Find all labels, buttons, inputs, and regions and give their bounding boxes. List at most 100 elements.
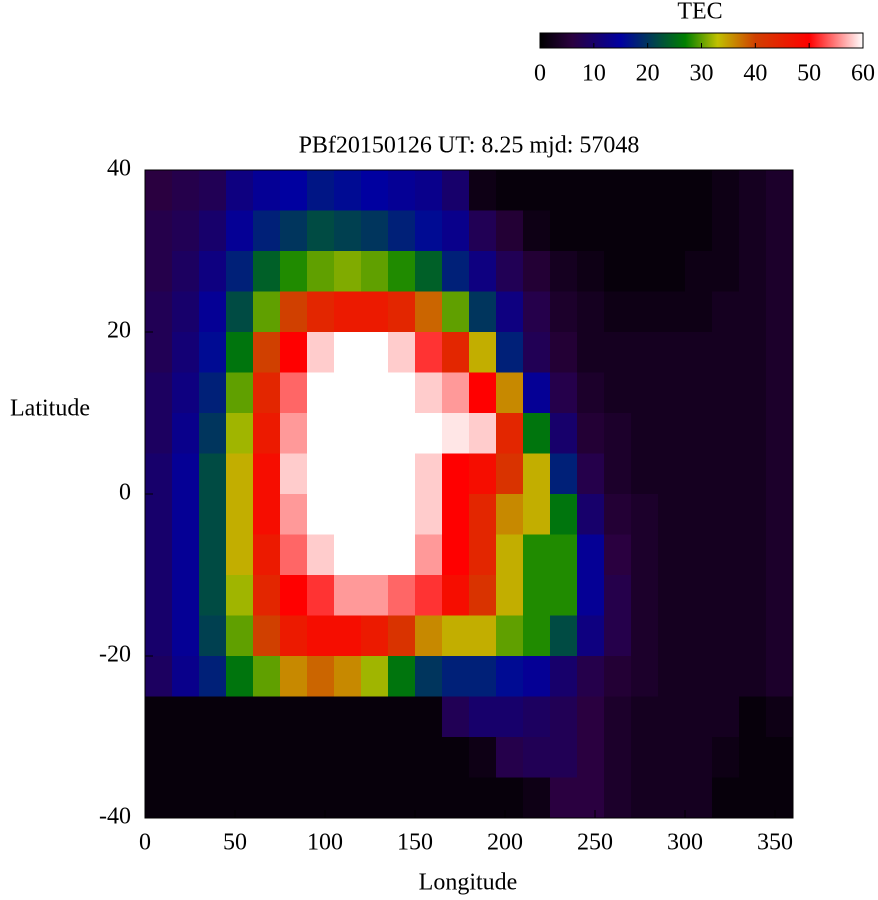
heatmap-cell bbox=[442, 291, 470, 333]
heatmap-cell bbox=[253, 291, 281, 333]
heatmap-cell bbox=[604, 696, 632, 738]
heatmap-cell bbox=[631, 372, 659, 414]
heatmap-cell bbox=[280, 656, 308, 697]
colorbar-tick-label: 30 bbox=[690, 61, 714, 87]
heatmap-cell bbox=[550, 656, 578, 697]
heatmap-cell bbox=[469, 777, 497, 819]
heatmap-cell bbox=[658, 534, 686, 576]
heatmap-cell bbox=[280, 291, 308, 333]
heatmap-cell bbox=[253, 332, 281, 373]
heatmap-cell bbox=[226, 656, 254, 697]
heatmap-cell bbox=[361, 615, 389, 657]
heatmap-cell bbox=[577, 494, 605, 535]
heatmap-cell bbox=[766, 170, 794, 211]
heatmap-cell bbox=[280, 615, 308, 657]
heatmap-cell bbox=[253, 534, 281, 576]
heatmap-cell bbox=[523, 615, 551, 657]
heatmap-cell bbox=[604, 615, 632, 657]
heatmap-cell bbox=[307, 251, 335, 292]
heatmap-cell bbox=[739, 534, 767, 576]
heatmap-cell bbox=[334, 332, 362, 373]
heatmap-cell bbox=[361, 453, 389, 495]
heatmap-cell bbox=[685, 777, 713, 819]
heatmap-cell bbox=[307, 777, 335, 819]
heatmap-cell bbox=[577, 453, 605, 495]
heatmap-cell bbox=[469, 453, 497, 495]
colorbar-tick-label: 10 bbox=[582, 61, 606, 87]
y-tick-label: -40 bbox=[99, 804, 131, 830]
heatmap-cell bbox=[685, 575, 713, 616]
heatmap-cell bbox=[523, 453, 551, 495]
heatmap-cell bbox=[604, 210, 632, 252]
heatmap-cell bbox=[226, 777, 254, 819]
heatmap-cell bbox=[604, 372, 632, 414]
x-axis-label: Longitude bbox=[419, 870, 518, 896]
heatmap-cell bbox=[226, 575, 254, 616]
heatmap-cell bbox=[523, 494, 551, 535]
heatmap-cell bbox=[334, 372, 362, 414]
heatmap-cell bbox=[307, 453, 335, 495]
heatmap-cell bbox=[145, 575, 173, 616]
heatmap-cell bbox=[469, 210, 497, 252]
heatmap-cell bbox=[226, 453, 254, 495]
heatmap-cell bbox=[739, 777, 767, 819]
heatmap-cell bbox=[253, 575, 281, 616]
heatmap-cell bbox=[604, 494, 632, 535]
heatmap-cell bbox=[307, 291, 335, 333]
heatmap-cell bbox=[523, 210, 551, 252]
heatmap-cell bbox=[334, 453, 362, 495]
heatmap-cell bbox=[496, 413, 524, 454]
heatmap-cell bbox=[469, 615, 497, 657]
heatmap-cell bbox=[685, 291, 713, 333]
heatmap-cell bbox=[604, 251, 632, 292]
heatmap-cell bbox=[550, 494, 578, 535]
heatmap-cell bbox=[199, 453, 227, 495]
heatmap-cell bbox=[442, 656, 470, 697]
heatmap-cell bbox=[739, 453, 767, 495]
heatmap-cell bbox=[253, 615, 281, 657]
heatmap-cell bbox=[199, 534, 227, 576]
heatmap-cell bbox=[577, 170, 605, 211]
heatmap-cell bbox=[604, 453, 632, 495]
heatmap-cell bbox=[415, 210, 443, 252]
heatmap-cell bbox=[496, 696, 524, 738]
heatmap-cell bbox=[226, 494, 254, 535]
heatmap-cell bbox=[388, 453, 416, 495]
heatmap-cell bbox=[523, 372, 551, 414]
heatmap-cell bbox=[145, 372, 173, 414]
heatmap-cell bbox=[388, 210, 416, 252]
heatmap-cell bbox=[469, 737, 497, 778]
heatmap-cell bbox=[226, 332, 254, 373]
heatmap-cell bbox=[631, 251, 659, 292]
heatmap-cell bbox=[685, 615, 713, 657]
heatmap-cell bbox=[388, 372, 416, 414]
heatmap-cell bbox=[334, 737, 362, 778]
heatmap-cell bbox=[712, 210, 740, 252]
heatmap-cell bbox=[388, 615, 416, 657]
heatmap-cell bbox=[361, 251, 389, 292]
heatmap-cell bbox=[523, 332, 551, 373]
heatmap-cell bbox=[712, 534, 740, 576]
heatmap-cell bbox=[253, 737, 281, 778]
heatmap-cell bbox=[172, 372, 200, 414]
heatmap-cell bbox=[577, 656, 605, 697]
heatmap-cell bbox=[145, 332, 173, 373]
heatmap-cell bbox=[766, 777, 794, 819]
heatmap-cell bbox=[712, 251, 740, 292]
heatmap-cell bbox=[631, 696, 659, 738]
heatmap-cell bbox=[766, 696, 794, 738]
heatmap-cell bbox=[172, 413, 200, 454]
heatmap-cell bbox=[712, 372, 740, 414]
heatmap-cell bbox=[415, 737, 443, 778]
heatmap-cell bbox=[685, 453, 713, 495]
heatmap-cell bbox=[766, 332, 794, 373]
heatmap-cell bbox=[658, 615, 686, 657]
heatmap-cell bbox=[685, 332, 713, 373]
heatmap-cell bbox=[145, 737, 173, 778]
heatmap-cell bbox=[496, 210, 524, 252]
heatmap-cell bbox=[577, 251, 605, 292]
heatmap-cell bbox=[253, 656, 281, 697]
heatmap-cell bbox=[334, 575, 362, 616]
heatmap-cell bbox=[523, 534, 551, 576]
heatmap-cell bbox=[361, 777, 389, 819]
